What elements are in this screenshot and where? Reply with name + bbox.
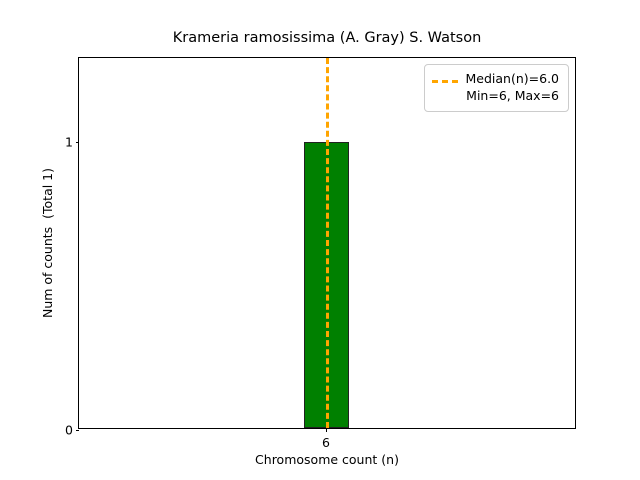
y-axis-label: Num of counts (Total 1) xyxy=(39,167,55,319)
ytick-mark-0 xyxy=(75,430,79,431)
xtick-mark-6 xyxy=(326,428,327,432)
page-title: Krameria ramosissima (A. Gray) S. Watson xyxy=(172,30,482,46)
xtick-label-6: 6 xyxy=(322,435,330,450)
ytick-label-1: 1 xyxy=(65,134,73,150)
ytick-label-0: 0 xyxy=(65,422,73,438)
legend-entry-text: Median(n)=6.0 Min=6, Max=6 xyxy=(466,71,560,105)
median-line xyxy=(326,58,329,428)
legend-label-minmax: Min=6, Max=6 xyxy=(466,87,559,103)
ytick-mark-1 xyxy=(75,142,79,143)
legend: Median(n)=6.0 Min=6, Max=6 xyxy=(423,64,569,112)
plot-axes: 0 1 6 Median(n)=6.0 Min=6, Max=6 xyxy=(65,57,576,450)
plot-area xyxy=(79,58,575,428)
legend-line-sample-icon xyxy=(431,72,458,88)
x-axis-label: Chromosome count (n) xyxy=(255,452,399,467)
legend-label-median: Median(n)=6.0 xyxy=(465,71,560,86)
